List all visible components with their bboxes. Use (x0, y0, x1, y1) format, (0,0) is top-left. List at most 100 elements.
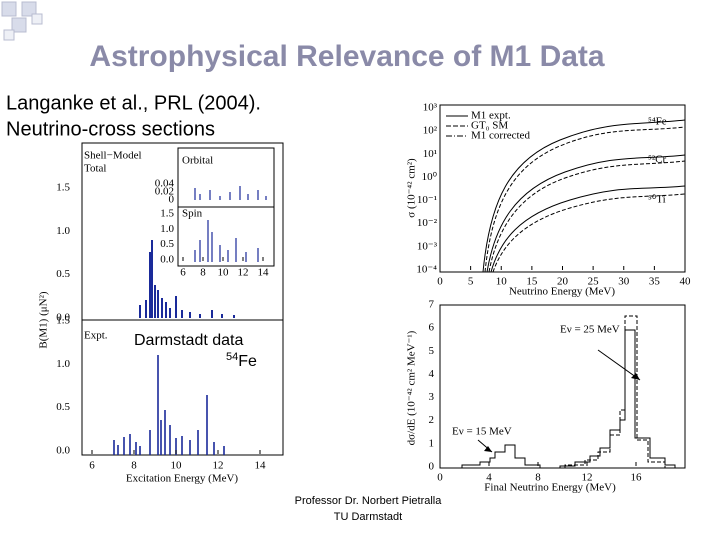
axis-title: dσ/dE (10⁻⁴² cm² MeV⁻¹) (406, 330, 418, 445)
isotope-mass: 54 (226, 351, 238, 363)
slide-title: Astrophysical Relevance of M1 Data (89, 40, 605, 73)
curve-ti-dashed (492, 193, 686, 273)
inset-spin (194, 220, 259, 262)
intro-line: Neutrino-cross sections (6, 118, 215, 140)
x-tick-label: 6 (89, 460, 95, 472)
x-tick-label: 25 (588, 276, 600, 288)
y-tick-label: 10² (423, 125, 438, 137)
x-tick-label: 10 (171, 460, 183, 472)
axis-title: σ (10⁻⁴² cm²) (406, 158, 418, 218)
panel-label: Total (84, 163, 106, 175)
x-tick-label: 0 (437, 276, 443, 288)
left-figure: 6 8 10 12 140.00.51.01.50.00.51.01.5Excitati… (38, 142, 284, 485)
x-tick-label: 14 (258, 267, 270, 279)
y-tick-label: 10⁻¹ (417, 194, 437, 206)
decoration (1, 1, 43, 41)
annotation: Eν = 15 MeV (452, 426, 512, 438)
panel-label: Expt. (84, 330, 108, 342)
footer: TU Darmstadt (334, 511, 402, 523)
frame (439, 304, 686, 469)
x-tick-label: 35 (649, 276, 661, 288)
legend-label: GT₀ SM (471, 120, 508, 132)
hist-25-dashed (564, 315, 666, 468)
curve-label: ⁵⁰Ti (648, 194, 666, 206)
hist-15 (461, 444, 541, 468)
x-tick-label: 14 (255, 460, 267, 472)
top-right-figure: 0 5 10 15 20 25 30 35 40 10³ 10² 10¹ 10⁰ 10⁻¹ 10⁻² 10⁻³… (406, 102, 691, 298)
isotope-label: 54Fe (226, 351, 257, 370)
curve-fe-dashed (484, 126, 686, 273)
axis-title: Final Neutrino Energy (MeV) (484, 482, 616, 494)
x-tick-label: 8 (200, 267, 206, 279)
y-tick-label: 10⁻² (417, 217, 438, 229)
y-tick-label: 0.0 (160, 254, 174, 266)
inset-label: Spin (182, 208, 203, 220)
arrow (597, 349, 641, 381)
y-tick-label: 10¹ (423, 148, 437, 160)
x-tick-label: 20 (557, 276, 569, 288)
y-tick-label: 0.0 (56, 445, 70, 457)
x-tick-label: 4 (486, 472, 492, 484)
y-tick-label: 4 (429, 368, 435, 380)
y-tick-label: 1.5 (56, 182, 70, 194)
inset-label: Orbital (182, 155, 213, 167)
legend-label: M1 expt. (471, 110, 511, 122)
curve-label: ⁵²Cr (648, 154, 666, 166)
y-tick-label: 1.0 (160, 223, 174, 235)
curve-fe (482, 119, 686, 273)
y-tick-label: 6 (429, 322, 435, 334)
x-tick-label: 0 (437, 472, 443, 484)
axis-title: Neutrino Energy (MeV) (509, 286, 615, 298)
annotation: Eν = 25 MeV (560, 324, 620, 336)
y-tick-label: 0.5 (160, 238, 174, 250)
hist-25 (559, 329, 676, 468)
x-tick-label: 5 (468, 276, 474, 288)
curve-label: ⁵⁴Fe (648, 116, 667, 128)
footer: Professor Dr. Norbert Pietralla (295, 495, 443, 507)
x-tick-label: 6 (180, 267, 186, 279)
measured-spectrum (113, 355, 225, 455)
y-tick-label: 0 (429, 461, 435, 473)
model-spectrum (139, 240, 235, 318)
frame (81, 142, 284, 456)
legend-label: M1 corrected (471, 130, 530, 142)
curve-cr-dashed (488, 160, 686, 273)
y-tick-label: 0.5 (56, 401, 70, 413)
x-tick-label: 12 (238, 267, 249, 279)
isotope-symbol: Fe (238, 353, 257, 370)
y-tick-label: 0.04 (155, 178, 175, 190)
y-tick-label: 1 (429, 437, 435, 449)
arrow-head (484, 446, 492, 452)
y-tick-label: 7 (429, 299, 435, 311)
panel-label: Shell−Model (84, 150, 142, 162)
y-tick-label: 10³ (423, 102, 438, 114)
inset-orbital (194, 186, 267, 200)
frame (439, 104, 686, 273)
y-tick-label: 5 (429, 345, 435, 357)
y-tick-label: 0.5 (56, 268, 70, 280)
y-tick-label: 0 (169, 194, 175, 206)
y-tick-label: 10⁻³ (417, 240, 438, 252)
y-tick-label: 3 (429, 391, 435, 403)
x-tick-label: 8 (131, 460, 137, 472)
curve-cr (486, 154, 686, 273)
y-tick-label: 10⁻⁴ (416, 264, 437, 276)
arrow-head (631, 373, 640, 380)
intro-line: Langanke et al., PRL (2004). (6, 92, 261, 114)
y-tick-label: 1.0 (56, 225, 70, 237)
y-tick-label: 0.02 (155, 186, 174, 198)
y-tick-label: 1.5 (160, 208, 174, 220)
annotation: Darmstadt data (134, 332, 243, 349)
y-tick-label: 2 (429, 414, 435, 426)
x-tick-label: 12 (582, 472, 593, 484)
x-tick-label: 16 (631, 472, 643, 484)
x-tick-label: 15 (526, 276, 538, 288)
y-tick-label: 1.0 (56, 358, 70, 370)
y-tick-label: 0.0 (56, 312, 70, 324)
x-tick-label: 12 (213, 460, 224, 472)
axis-title: B(M1) (μN²) (38, 291, 50, 348)
curve-ti (490, 185, 686, 273)
x-tick-label: 10 (496, 276, 508, 288)
